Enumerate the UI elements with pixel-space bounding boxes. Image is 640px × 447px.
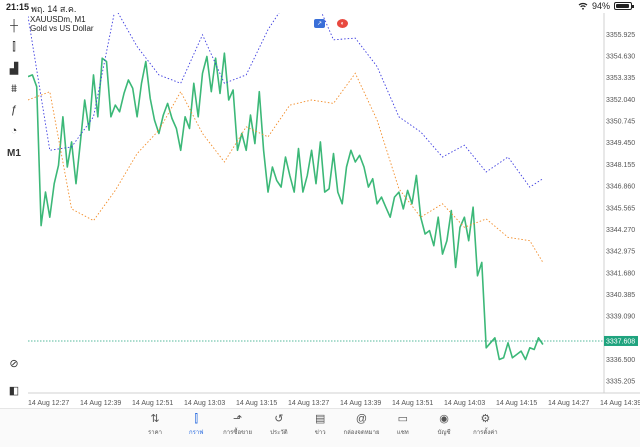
nav-label: การตั้งค่า [473,430,498,436]
time-tick-label: 14 Aug 14:39 [600,400,640,407]
account-icon: ◉ [439,413,449,425]
status-bar: 21:15 พฤ. 14 ส.ค. 94% [0,0,640,14]
chat-icon: ▭ [397,413,408,425]
shapes-icon[interactable]: ◔ [10,125,18,137]
nav-label: กล่องจดหมาย [343,430,380,436]
time-tick-label: 14 Aug 14:15 [496,400,537,407]
bar-chart-icon[interactable]: ▟ [9,62,19,75]
objects-icon[interactable]: ⩩ [11,82,17,95]
series-line-dotted-bid [28,72,544,263]
time-tick-label: 14 Aug 12:51 [132,400,173,407]
crosshair-icon[interactable]: ┼ [10,20,18,32]
time-tick-label: 14 Aug 13:03 [184,400,225,407]
zoom-icon[interactable]: ⊘ [9,357,19,370]
price-tick-label: 3354.630 [606,54,635,61]
series-line-solid [28,52,544,361]
quotes-icon: ⇅ [150,413,160,425]
nav-item-account[interactable]: ◉ บัญชี [422,411,466,437]
chart-toolbar: ┼ ⫿ ▟ ⩩ ƒ ◔ M1 ⊘ ◧ [0,13,28,408]
buy-button[interactable]: ◐ [337,19,348,28]
nav-item-quotes[interactable]: ⇅ ราคา [133,411,177,437]
price-tick-label: 3349.450 [606,140,635,147]
nav-label: ประวัติ [270,430,288,436]
time-tick-label: 14 Aug 13:51 [392,400,433,407]
nav-label: แชท [396,430,409,436]
nav-item-chart[interactable]: ⫿ กราฟ [174,411,218,437]
bottom-nav: ⇅ ราคา ⫿ กราฟ ⬏ การซื้อขาย ↺ ประวัติ ▤ ข่าว @ กล่อง… [0,408,640,447]
price-tick-label: 3335.205 [606,379,635,386]
function-icon[interactable]: ƒ [10,104,18,116]
history-icon: ↺ [274,413,284,425]
nav-label: บัญชี [437,430,451,436]
nav-item-mailbox[interactable]: @ กล่องจดหมาย [340,411,384,437]
price-chart[interactable]: 3355.925 3354.630 3353.335 3352.040 3350.745… [28,13,640,408]
price-tick-label: 3340.385 [606,292,635,299]
time-tick-label: 14 Aug 13:27 [288,400,329,407]
nav-label: การซื้อขาย [223,430,253,436]
settings-icon: ⚙ [480,413,491,425]
time-tick-label: 14 Aug 13:39 [340,400,381,407]
price-tick-label: 3350.745 [606,119,635,126]
price-tick-label: 3344.270 [606,227,635,234]
status-date: พฤ. 14 ส.ค. [31,4,77,14]
symbol-title[interactable]: XAUUSDm, M1 [30,15,86,24]
price-tick-label: 3341.680 [606,270,635,277]
price-tick-label: 3336.500 [606,357,635,364]
indicators-icon[interactable]: ⫿ [12,40,16,53]
trade-icon: ⬏ [232,413,243,425]
time-tick-label: 14 Aug 12:27 [28,400,69,407]
wifi-icon [578,2,588,10]
price-tick-label: 3339.090 [606,314,635,321]
nav-item-settings[interactable]: ⚙ การตั้งค่า [463,411,507,437]
symbol-description: Gold vs US Dollar [30,24,94,33]
price-tick-label: 3346.860 [606,184,635,191]
status-time: 21:15 [6,2,30,12]
price-tick-label: 3348.155 [606,162,635,169]
current-price-label: 3337.608 [606,338,635,345]
chart-area[interactable]: 3355.925 3354.630 3353.335 3352.040 3350.745… [28,13,640,408]
nav-item-history[interactable]: ↺ ประวัติ [257,411,301,437]
series-line-dotted-ask [28,13,544,188]
mailbox-icon: @ [355,413,368,425]
one-click-buttons: ↗ ◐ [314,19,348,28]
time-tick-label: 14 Aug 14:03 [444,400,485,407]
current-price-tag [604,335,638,346]
price-tick-label: 3352.040 [606,97,635,104]
chart-icon: ⫿ [194,413,199,425]
nav-label: ข่าว [314,430,326,436]
nav-item-trade[interactable]: ⬏ การซื้อขาย [216,411,260,437]
nav-label: ราคา [148,430,162,436]
price-tick-label: 3355.925 [606,32,635,39]
nav-item-chat[interactable]: ▭ แชท [381,411,425,437]
price-tick-label: 3345.565 [606,205,635,212]
nav-item-news[interactable]: ▤ ข่าว [298,411,342,437]
sell-button[interactable]: ↗ [314,19,325,28]
time-tick-label: 14 Aug 14:27 [548,400,589,407]
time-tick-label: 14 Aug 13:15 [236,400,277,407]
timeframe-button[interactable]: M1 [7,147,21,159]
battery-icon [614,2,634,10]
news-icon: ▤ [314,413,326,425]
price-tick-label: 3353.335 [606,75,635,82]
nav-label: กราฟ [189,430,204,436]
status-indicators: 94% [578,1,634,11]
battery-percent: 94% [591,1,610,11]
time-tick-label: 14 Aug 12:39 [80,400,121,407]
price-tick-label: 3342.975 [606,249,635,256]
one-click-trading-icon[interactable]: ◧ [8,384,20,397]
